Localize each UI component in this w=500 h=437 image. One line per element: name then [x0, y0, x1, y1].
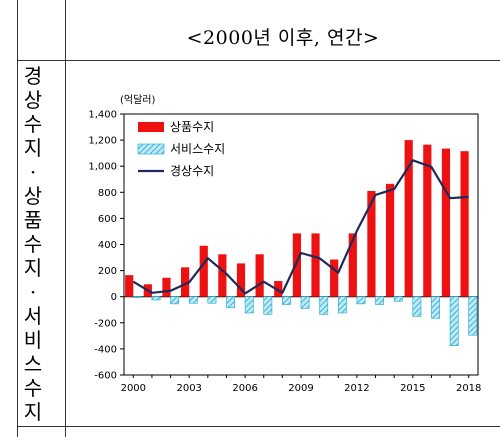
y-tick-label: -400 [94, 344, 117, 355]
y-axis-unit-label: (억달러) [120, 94, 156, 106]
services-balance-bar [170, 296, 180, 305]
row-label-char: 경 [23, 64, 43, 88]
x-tick-label: 2015 [400, 383, 425, 394]
row-label-char: 지 [23, 256, 43, 280]
row-label-char: 품 [23, 208, 43, 232]
table-header-title: <2000년 이후, 연간> [186, 26, 380, 49]
y-tick-label: 600 [98, 214, 117, 225]
current-account-line [132, 159, 469, 295]
goods-balance-bar [162, 277, 171, 297]
y-tick-label: -600 [94, 371, 117, 382]
y-tick-label: 1,000 [88, 162, 117, 173]
services-balance-bar [337, 296, 347, 314]
services-balance-bar [468, 296, 478, 336]
goods-balance-bar [199, 245, 208, 297]
legend-label-goods: 상품수지 [170, 120, 214, 134]
services-balance-bar [319, 296, 329, 315]
x-tick-label: 2006 [232, 383, 257, 394]
legend-label-current: 경상수지 [170, 164, 214, 178]
goods-balance-bar [181, 267, 190, 297]
y-tick-label: 1,400 [88, 110, 117, 121]
legend-label-services: 서비스수지 [170, 142, 225, 156]
x-tick-label: 2018 [456, 383, 481, 394]
row-label-char: 상 [23, 88, 43, 112]
legend-swatch-goods [138, 122, 164, 132]
goods-balance-bar [367, 190, 376, 297]
x-tick-label: 2003 [176, 383, 201, 394]
table-left-border [17, 0, 18, 437]
goods-balance-bar [218, 254, 227, 297]
services-balance-bar [244, 296, 254, 314]
services-balance-bar [226, 296, 235, 309]
goods-balance-bar [385, 183, 395, 297]
services-balance-bar [356, 296, 366, 305]
row-label-char: 서 [23, 304, 43, 328]
row-label: 경 상 수 지 · 상 품 수 지 · 서 비 스 수 지 [0, 62, 66, 426]
goods-balance-bar [460, 151, 469, 297]
row-label-char: 스 [23, 352, 43, 376]
services-balance-bar [188, 296, 198, 304]
row-label-char: · [29, 160, 37, 184]
goods-balance-bar [404, 140, 413, 297]
services-balance-bar [431, 296, 440, 319]
services-balance-bar [207, 296, 217, 304]
services-balance-bar [263, 296, 273, 315]
services-balance-bar [133, 296, 142, 298]
goods-balance-bar [423, 144, 432, 297]
row-label-char: 수 [23, 112, 43, 136]
y-tick-label: 400 [98, 240, 117, 251]
legend-swatch-services [137, 143, 165, 155]
row-label-char: 상 [23, 184, 43, 208]
services-balance-bar [393, 296, 403, 302]
row-label-char: 수 [23, 376, 43, 400]
y-tick-label: -200 [94, 318, 117, 329]
goods-balance-bar [236, 263, 246, 297]
table-column-divider [65, 0, 66, 437]
goods-balance-bar [330, 259, 339, 297]
row-label-char: 비 [23, 328, 43, 352]
y-tick-label: 200 [98, 266, 117, 277]
goods-balance-bar [125, 275, 134, 297]
x-tick-label: 2009 [288, 383, 313, 394]
goods-balance-bar [255, 254, 264, 297]
goods-balance-bar [441, 148, 451, 297]
plot-area: -600 -400 -200 0 200 400 600 800 1,000 1,200 1,400… [88, 110, 481, 395]
table-bottom-divider [17, 426, 500, 427]
services-balance-bar [300, 296, 310, 309]
goods-balance-bar [274, 281, 283, 297]
services-balance-bar [151, 296, 161, 301]
x-tick-label: 2012 [344, 383, 369, 394]
table-header-divider [17, 60, 500, 61]
y-tick-label: 800 [98, 188, 117, 199]
goods-balance-bar [348, 233, 357, 297]
services-balance-bar [375, 296, 385, 305]
row-label-char: · [29, 280, 37, 304]
y-tick-label: 1,200 [88, 136, 117, 147]
services-balance-bar [449, 296, 459, 346]
x-tick-label: 2000 [121, 383, 146, 394]
goods-balance-bar [292, 233, 301, 297]
services-balance-bar [282, 296, 291, 305]
services-balance-bar [412, 296, 422, 317]
row-label-char: 지 [23, 136, 43, 160]
row-label-char: 수 [23, 232, 43, 256]
chart: (억달러) -600 -400 -200 0 200 400 600 800 1,000 1,20… [88, 94, 481, 395]
goods-balance-bar [311, 233, 320, 297]
row-label-char: 지 [23, 400, 43, 424]
y-tick-label: 0 [111, 292, 117, 303]
